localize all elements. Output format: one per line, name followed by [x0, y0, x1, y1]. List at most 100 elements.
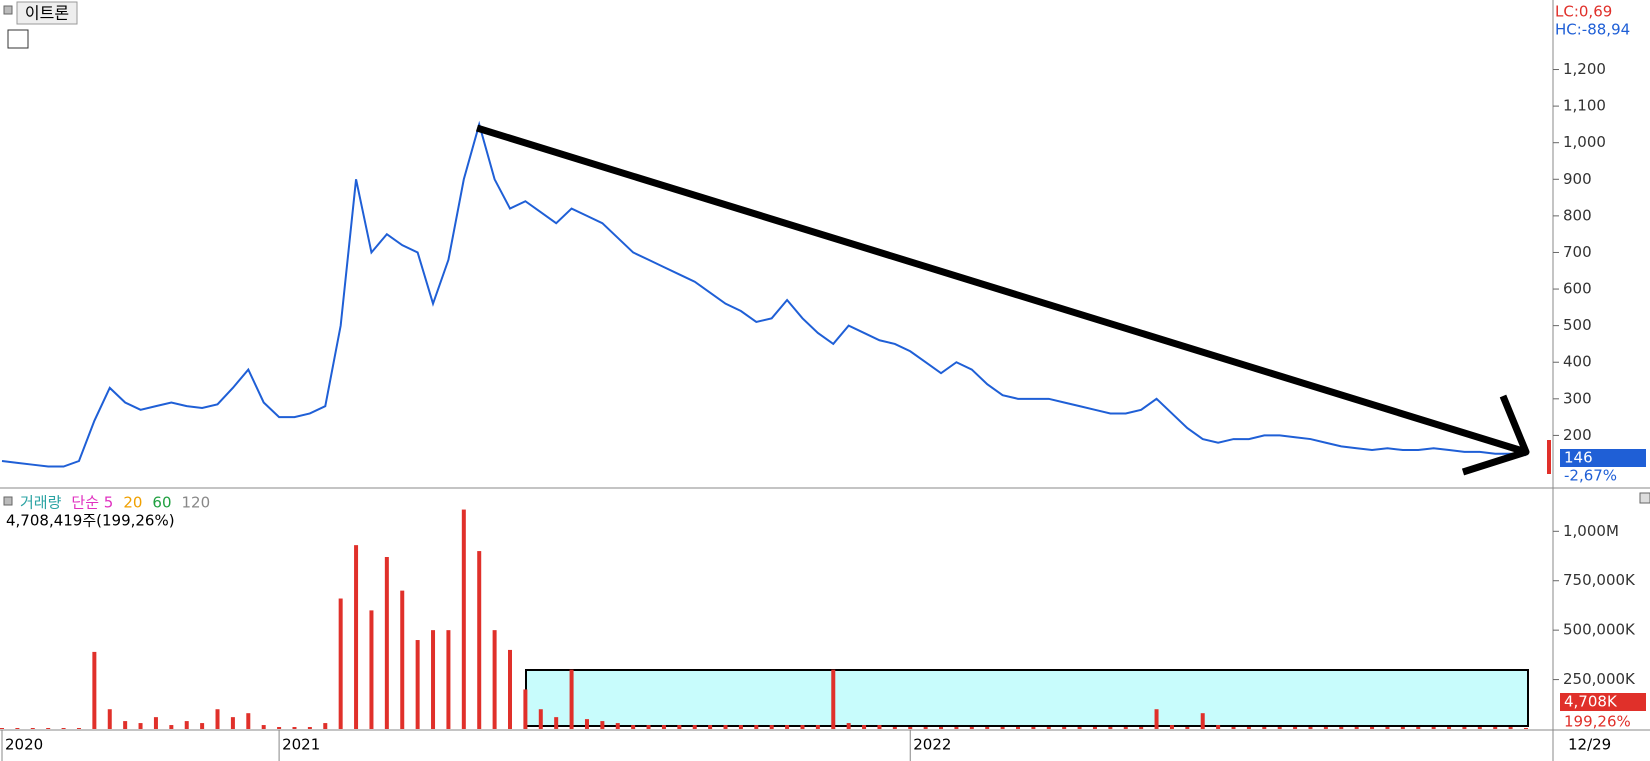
- title-box[interactable]: [16, 1, 78, 25]
- volume-bar: [815, 725, 820, 729]
- volume-bar: [939, 727, 944, 729]
- annotation: HC:-88,94: [1555, 21, 1630, 39]
- y-tick-label: 1,200: [1563, 60, 1606, 78]
- volume-bar: [354, 545, 359, 729]
- last-volume: 4,708K: [1564, 693, 1618, 711]
- volume-bar: [215, 709, 220, 729]
- volume-bar: [584, 719, 589, 729]
- volume-bar: [738, 725, 743, 729]
- volume-bar: [1016, 727, 1020, 729]
- volume-bar: [569, 669, 574, 729]
- volume-bar: [1154, 709, 1159, 729]
- volume-bar: [554, 717, 559, 729]
- volume-bar: [461, 509, 466, 729]
- volume-info: 4,708,419주(199,26%): [6, 512, 175, 530]
- volume-bar: [508, 649, 512, 729]
- date-label: 12/29: [1568, 736, 1611, 754]
- volume-bar: [600, 721, 605, 729]
- volume-bar: [1231, 727, 1236, 729]
- chart-title: 이트론: [25, 4, 69, 23]
- volume-bar: [246, 713, 251, 729]
- volume-bar: [923, 727, 928, 729]
- volume-bar: [61, 728, 66, 729]
- change-label: -2,67%: [1564, 467, 1617, 485]
- volume-bar: [1447, 727, 1452, 729]
- volume-bar: [523, 689, 528, 729]
- volume-bar: [15, 728, 20, 729]
- volume-bar: [46, 728, 51, 729]
- last-price: 146: [1564, 449, 1593, 467]
- volume-bar: [230, 717, 235, 729]
- y-tick-label: 500,000K: [1563, 621, 1636, 639]
- volume-bar: [138, 723, 143, 729]
- volume-change: 199,26%: [1564, 713, 1631, 731]
- volume-bar: [107, 709, 112, 729]
- volume-bar: [1339, 727, 1344, 729]
- y-tick-label: 300: [1563, 389, 1592, 407]
- volume-bar: [1400, 727, 1405, 729]
- volume-bar: [292, 727, 297, 729]
- legend-entry: 60: [152, 494, 171, 512]
- pane-marker: [3, 496, 13, 506]
- last-volume-box: [1560, 693, 1646, 711]
- volume-bar: [1477, 727, 1482, 729]
- y-tick-label: 750,000K: [1563, 571, 1636, 589]
- volume-bar: [1185, 727, 1190, 729]
- volume-bar: [477, 551, 482, 729]
- volume-bar: [492, 630, 497, 729]
- volume-bar: [1354, 727, 1359, 729]
- volume-bar: [969, 727, 974, 729]
- pane-marker: [3, 5, 13, 15]
- volume-bar: [415, 640, 420, 729]
- y-tick-label: 900: [1563, 170, 1592, 188]
- volume-bar: [1200, 713, 1205, 729]
- volume-bar: [431, 630, 436, 729]
- volume-bar: [261, 725, 266, 729]
- price-line: [1, 120, 1527, 468]
- volume-bar: [661, 725, 666, 729]
- y-tick-label: 800: [1563, 206, 1592, 224]
- y-tick-label: 1,000M: [1563, 522, 1619, 540]
- volume-bar: [1385, 727, 1390, 729]
- x-tick-label: 2021: [282, 736, 320, 754]
- volume-bar: [153, 717, 158, 729]
- x-tick-label: 2020: [5, 736, 43, 754]
- volume-bar: [1262, 727, 1267, 729]
- volume-bar: [1370, 727, 1375, 729]
- volume-bar: [169, 725, 174, 729]
- volume-bar: [400, 590, 405, 729]
- arrow-head: [1461, 394, 1530, 476]
- volume-bar: [1277, 727, 1282, 729]
- volume-bar: [1000, 727, 1005, 729]
- volume-bar: [1493, 727, 1498, 729]
- last-price-box: [1560, 449, 1646, 467]
- x-tick-label: 2022: [913, 736, 951, 754]
- volume-bar: [908, 727, 913, 729]
- volume-bar: [369, 610, 374, 729]
- volume-bar: [646, 725, 651, 729]
- volume-bar: [1108, 727, 1113, 729]
- y-tick-label: 250,000K: [1563, 670, 1636, 688]
- annotation: LC:0,69: [1555, 3, 1612, 21]
- y-tick-label: 200: [1563, 426, 1592, 444]
- volume-bar: [30, 728, 35, 729]
- volume-bar: [985, 727, 990, 729]
- volume-bar: [1524, 728, 1528, 729]
- volume-bar: [754, 725, 759, 729]
- legend-entry: 거래량: [20, 494, 62, 512]
- volume-bar: [892, 727, 897, 729]
- volume-bar: [446, 630, 451, 729]
- y-tick-label: 1,000: [1563, 133, 1606, 151]
- volume-bar: [384, 557, 389, 729]
- volume-bar: [1246, 727, 1251, 729]
- volume-bar: [1077, 727, 1082, 729]
- price-marker: [1547, 440, 1551, 474]
- volume-bar: [1092, 727, 1097, 729]
- legend-entry: 단순 5: [71, 494, 113, 512]
- volume-bar: [538, 709, 543, 729]
- volume-bar: [307, 727, 312, 729]
- grid-icon[interactable]: [7, 29, 29, 49]
- close-button[interactable]: [1639, 492, 1650, 504]
- volume-bar: [785, 725, 790, 729]
